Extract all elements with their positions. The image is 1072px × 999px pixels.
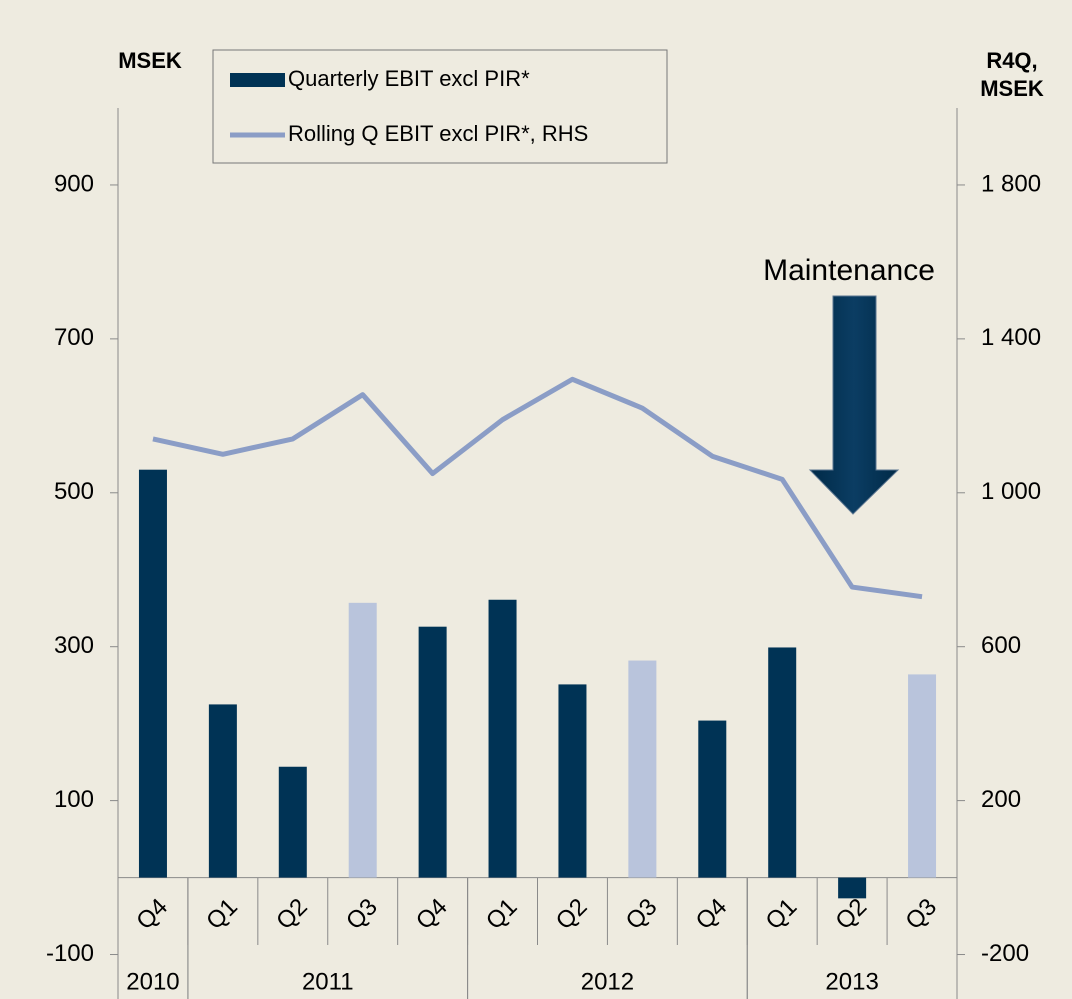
x-tick-label: Q3 bbox=[900, 893, 942, 935]
y2-tick-label: -200 bbox=[981, 940, 1029, 967]
y-tick-label: -100 bbox=[46, 940, 94, 967]
y2-tick-label: 1 800 bbox=[981, 170, 1041, 197]
bar bbox=[838, 877, 867, 899]
bar bbox=[908, 674, 937, 878]
x-tick-label: Q3 bbox=[341, 893, 383, 935]
y2-tick-label: 200 bbox=[981, 786, 1021, 813]
y2-tick-label: 600 bbox=[981, 632, 1021, 659]
bar bbox=[488, 599, 517, 878]
annotation-arrow bbox=[808, 295, 900, 515]
legend-box bbox=[212, 49, 668, 164]
bar bbox=[348, 602, 377, 878]
legend-label: Quarterly EBIT excl PIR* bbox=[288, 66, 530, 91]
bar bbox=[278, 766, 307, 878]
bar bbox=[418, 626, 447, 878]
x-tick-label: Q4 bbox=[411, 893, 453, 935]
line bbox=[152, 376, 923, 600]
y2-tick-label: 1 400 bbox=[981, 324, 1041, 351]
y-tick-label: 100 bbox=[54, 786, 94, 813]
y-tick-label: 700 bbox=[54, 324, 94, 351]
x-tick-label: Q1 bbox=[481, 893, 523, 935]
bar bbox=[558, 684, 587, 878]
bar bbox=[698, 720, 727, 878]
legend-label: Rolling Q EBIT excl PIR*, RHS bbox=[288, 121, 588, 146]
y-tick-label: 900 bbox=[54, 170, 94, 197]
x-tick-label: Q1 bbox=[761, 893, 803, 935]
y-tick-label: 500 bbox=[54, 478, 94, 505]
y2-axis-label: MSEK bbox=[980, 76, 1044, 101]
x-tick-label: Q2 bbox=[271, 893, 313, 935]
group-label: 2011 bbox=[302, 968, 354, 995]
annotation: Maintenance bbox=[763, 254, 935, 287]
x-tick-label: Q4 bbox=[131, 893, 173, 935]
bar bbox=[628, 660, 657, 878]
y2-tick-label: 1 000 bbox=[981, 478, 1041, 505]
legend-swatch bbox=[230, 73, 285, 87]
bar bbox=[138, 469, 167, 878]
y-axis-label: MSEK bbox=[118, 48, 182, 73]
x-tick-label: Q1 bbox=[201, 893, 243, 935]
bar bbox=[768, 647, 797, 878]
group-label: 2013 bbox=[825, 968, 878, 995]
y-tick-label: 300 bbox=[54, 632, 94, 659]
bar bbox=[208, 704, 237, 878]
x-tick-label: Q3 bbox=[621, 893, 663, 935]
x-tick-label: Q4 bbox=[691, 893, 733, 935]
y2-axis-label: R4Q, bbox=[986, 48, 1037, 73]
group-label: 2010 bbox=[126, 968, 179, 995]
x-tick-label: Q2 bbox=[830, 893, 872, 935]
group-label: 2012 bbox=[581, 968, 634, 995]
x-tick-label: Q2 bbox=[551, 893, 593, 935]
